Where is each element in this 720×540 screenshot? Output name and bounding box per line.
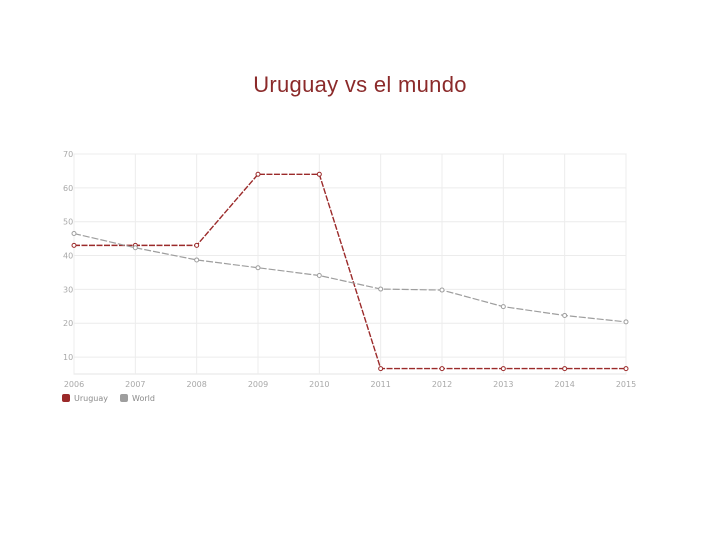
data-point-uruguay — [316, 171, 322, 177]
series-line-uruguay — [74, 173, 626, 370]
data-point-world — [194, 257, 200, 263]
data-point-world — [316, 273, 322, 279]
plot-border — [73, 153, 627, 375]
x-tick-label: 2010 — [309, 380, 329, 389]
data-point-uruguay — [255, 171, 261, 177]
data-point-uruguay — [71, 242, 77, 248]
legend-label-uruguay: Uruguay — [74, 394, 108, 403]
legend-swatch-uruguay — [62, 394, 70, 402]
data-point-world — [500, 304, 506, 310]
x-tick-label: 2006 — [64, 380, 84, 389]
slide-title: Uruguay vs el mundo — [253, 72, 467, 97]
y-tick-label: 10 — [63, 353, 73, 362]
y-tick-label: 40 — [63, 252, 73, 261]
x-tick-label: 2011 — [370, 380, 390, 389]
data-point-world — [71, 231, 77, 237]
data-point-uruguay — [378, 366, 384, 372]
data-point-uruguay — [500, 366, 506, 372]
x-tick-label: 2013 — [493, 380, 513, 389]
data-point-uruguay — [194, 242, 200, 248]
y-tick-label: 20 — [63, 319, 73, 328]
data-point-world — [623, 319, 629, 325]
chart-series — [71, 171, 629, 372]
y-axis-ticks: 10 20 30 40 50 60 70 — [63, 150, 73, 362]
x-tick-label: 2008 — [186, 380, 206, 389]
data-point-world — [378, 286, 384, 292]
x-tick-label: 2015 — [616, 380, 636, 389]
data-point-world — [562, 312, 568, 318]
y-tick-label: 30 — [63, 285, 73, 294]
x-tick-label: 2007 — [125, 380, 145, 389]
legend-label-world: World — [132, 394, 155, 403]
x-tick-label: 2014 — [554, 380, 574, 389]
y-tick-label: 50 — [63, 218, 73, 227]
y-tick-label: 60 — [63, 184, 73, 193]
data-point-uruguay — [623, 366, 629, 372]
data-point-uruguay — [562, 366, 568, 372]
data-point-world — [132, 245, 138, 251]
y-tick-label: 70 — [63, 150, 73, 159]
chart-legend: Uruguay World — [62, 394, 155, 403]
legend-swatch-world — [120, 394, 128, 402]
x-tick-label: 2012 — [432, 380, 452, 389]
x-tick-label: 2009 — [248, 380, 268, 389]
data-point-world — [439, 287, 445, 293]
x-axis-ticks: 2006 2007 2008 2009 2010 2011 2012 2013 2014 2015 — [64, 380, 636, 389]
data-point-uruguay — [439, 366, 445, 372]
chart-grid — [73, 153, 627, 375]
data-point-world — [255, 265, 261, 271]
series-line-world — [73, 232, 627, 323]
